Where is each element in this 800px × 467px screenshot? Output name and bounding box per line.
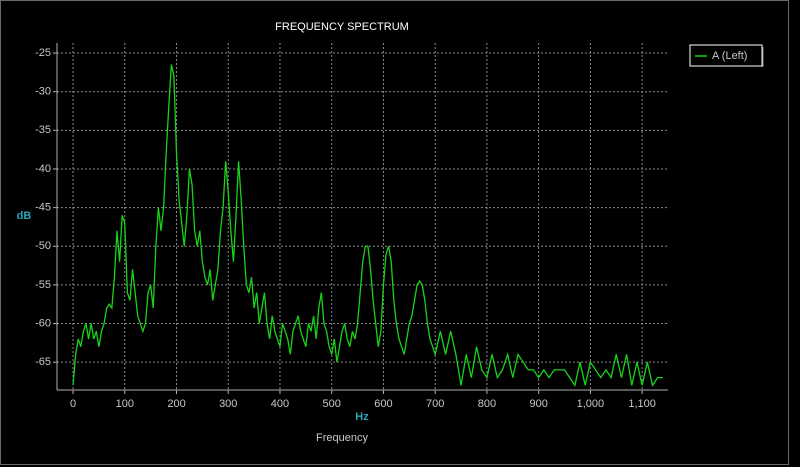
x-tick-label: 600 [374, 398, 392, 410]
x-tick-label: 900 [529, 398, 547, 410]
y-tick-label: -35 [35, 124, 51, 136]
y-axis-label: dB [17, 210, 32, 222]
y-tick-label: -45 [35, 202, 51, 214]
x-tick-label: 0 [70, 398, 76, 410]
y-tick-label: -55 [35, 279, 51, 291]
y-tick-label: -30 [35, 86, 51, 98]
y-tick-label: -25 [35, 47, 51, 59]
y-tick-label: -60 [35, 317, 51, 329]
subtitle: Frequency [316, 432, 368, 444]
y-tick-label: -50 [35, 240, 51, 252]
x-tick-label: 800 [478, 398, 496, 410]
y-tick-label: -65 [35, 356, 51, 368]
x-tick-label: 100 [116, 398, 134, 410]
legend-box [689, 44, 763, 67]
x-tick-label: 1,100 [628, 398, 656, 410]
data-line [72, 64, 663, 387]
x-tick-label: 1,000 [577, 398, 605, 410]
legend: A (Left) [689, 44, 764, 67]
legend-label: A (Left) [712, 50, 747, 62]
x-tick-label: 200 [167, 398, 185, 410]
x-axis-label: Hz [355, 411, 369, 423]
x-tick-label: 300 [219, 398, 237, 410]
x-tick-label: 400 [271, 398, 289, 410]
y-tick-label: -40 [35, 163, 51, 175]
x-tick-label: 700 [426, 398, 444, 410]
x-tick-label: 500 [323, 398, 341, 410]
chart-title: FREQUENCY SPECTRUM [275, 21, 409, 33]
